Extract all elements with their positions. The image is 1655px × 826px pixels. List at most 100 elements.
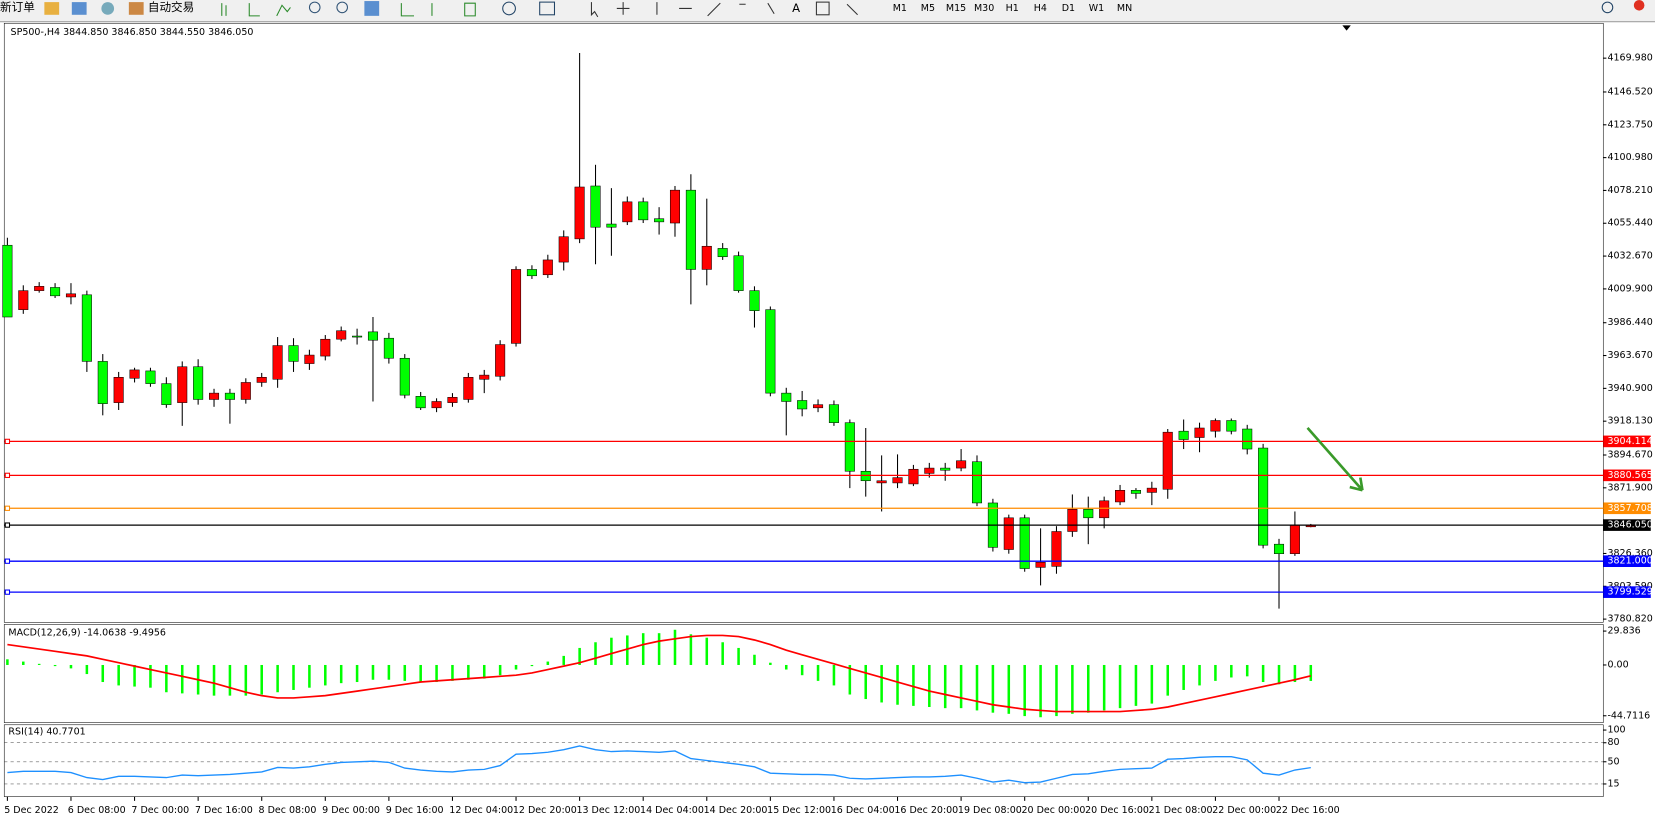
level-handle [4, 505, 11, 511]
periods[interactable] [502, 1, 516, 16]
candle-body [240, 382, 251, 400]
macd-bar [308, 664, 311, 688]
candle-body [1258, 447, 1269, 546]
macd-bar [228, 664, 232, 696]
candle-body [256, 377, 267, 383]
icon[interactable] [44, 2, 60, 15]
x-tick-label: 20 Dec 16:00 [1085, 805, 1149, 816]
tool-icons2[interactable] [400, 2, 476, 17]
macd-bar [244, 664, 248, 696]
y-tick-label: 29.836 [1607, 626, 1640, 637]
icon[interactable] [101, 2, 115, 15]
candle-body [1115, 490, 1126, 503]
x-tick-label: 14 Dec 20:00 [704, 805, 768, 816]
candle-body [336, 330, 347, 340]
candle-body [797, 400, 808, 410]
level-handle [4, 438, 11, 445]
macd-bar [260, 664, 263, 695]
candle-body [1067, 509, 1078, 532]
macd-bar [1245, 664, 1249, 677]
timeframe-button[interactable]: H1 [1006, 3, 1019, 14]
macd-bar [22, 661, 25, 665]
x-tick-label: 20 Dec 00:00 [1022, 805, 1086, 816]
macd-bar [784, 664, 788, 670]
auto-trading-button[interactable]: 自动交易 [148, 0, 194, 14]
templates[interactable] [539, 1, 556, 16]
macd-bar [578, 647, 581, 665]
label-tool[interactable] [815, 1, 830, 16]
tool-icons[interactable] [221, 3, 291, 17]
macd-signal [7, 634, 1312, 713]
candle-body [813, 404, 824, 409]
chart-tools[interactable] [221, 3, 291, 17]
y-tick-label: 3894.670 [1607, 450, 1652, 461]
zoom-out[interactable] [336, 1, 349, 14]
macd-bar [53, 664, 57, 667]
candle-body [590, 185, 601, 228]
rsi-header: RSI(14) 40.7701 [8, 727, 85, 738]
macd-bar [546, 661, 550, 665]
y-tick-label: 3871.900 [1607, 482, 1652, 493]
candle-body [161, 383, 172, 405]
candle-body [924, 467, 935, 474]
macd-bar [912, 664, 915, 706]
y-tick-label: 3918.130 [1607, 416, 1652, 427]
macd-bar [387, 664, 391, 680]
timeframe-button[interactable]: MN [1117, 3, 1132, 14]
candle-body [1242, 428, 1253, 450]
icon[interactable] [71, 2, 87, 15]
macd-bar [419, 664, 422, 683]
draw-tools[interactable] [590, 2, 775, 18]
timeframe-button[interactable]: D1 [1062, 3, 1075, 14]
x-tick-label: 16 Dec 04:00 [831, 805, 895, 816]
timeframe-button[interactable]: H4 [1034, 3, 1047, 14]
icon[interactable] [128, 2, 144, 15]
tile[interactable] [364, 1, 380, 16]
timeframe-button[interactable]: M1 [893, 3, 907, 14]
new-order-button[interactable]: 新订单 [0, 0, 35, 14]
text-tool[interactable]: A [792, 1, 800, 15]
candle-body [1019, 517, 1030, 569]
level-label: 3799.529 [1607, 587, 1652, 598]
candle-body [288, 345, 299, 362]
y-tick-label: 3803.590 [1607, 581, 1652, 592]
y-tick-label: 3963.670 [1607, 350, 1652, 361]
level-tag [1603, 519, 1651, 531]
y-tick-label: 3940.900 [1607, 383, 1652, 394]
timeframe-button[interactable]: W1 [1089, 3, 1104, 14]
timeframe-button[interactable]: M5 [921, 3, 935, 14]
macd-bar [1134, 664, 1138, 706]
x-tick-label: 6 Dec 08:00 [68, 805, 126, 816]
candle-body [431, 401, 442, 409]
y-tick-label: 4169.980 [1607, 53, 1652, 64]
candle-body [828, 404, 839, 423]
macd-bar [959, 664, 963, 709]
x-tick-label: 12 Dec 20:00 [513, 805, 577, 816]
search[interactable] [1601, 1, 1614, 14]
macd-bar [1102, 664, 1106, 711]
macd-bar [880, 664, 883, 703]
x-tick-label: 5 Dec 2022 [4, 805, 59, 816]
candle-body [956, 460, 967, 469]
candle-body [781, 392, 792, 402]
macd-bar [1150, 664, 1154, 704]
notifications[interactable] [1633, 0, 1645, 11]
level-tag [1603, 555, 1651, 568]
candle-body [1273, 543, 1285, 554]
macd-bar [1023, 664, 1026, 717]
macd-bar [403, 664, 407, 681]
arrow-tool[interactable] [846, 3, 858, 16]
candle-body [908, 468, 919, 485]
timeframe-button[interactable]: M30 [974, 3, 994, 14]
candle-body [1146, 487, 1157, 493]
macd-bar [276, 664, 279, 693]
x-tick-label: 21 Dec 08:00 [1149, 805, 1213, 816]
macd-bar [69, 664, 73, 669]
macd-bar [85, 664, 89, 675]
macd-bar [1261, 664, 1265, 683]
x-tick-label: 19 Dec 08:00 [958, 805, 1022, 816]
zoom-in[interactable] [308, 1, 321, 14]
candle-body [1226, 420, 1237, 432]
timeframe-button[interactable]: M15 [946, 3, 966, 14]
